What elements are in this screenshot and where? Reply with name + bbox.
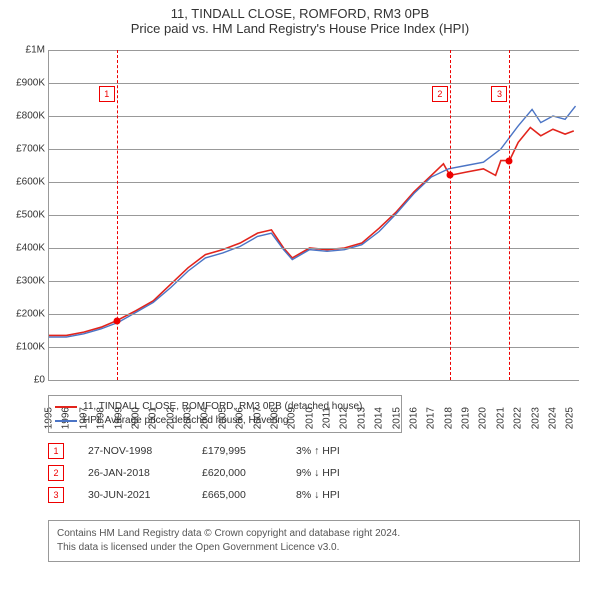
footer-line: Contains HM Land Registry data © Crown c… bbox=[57, 527, 571, 541]
table-row: 3 30-JUN-2021 £665,000 8% ↓ HPI bbox=[48, 484, 386, 506]
tx-price: £620,000 bbox=[202, 467, 272, 479]
attribution-footer: Contains HM Land Registry data © Crown c… bbox=[48, 520, 580, 562]
y-axis-label: £600K bbox=[7, 177, 45, 188]
footer-line: This data is licensed under the Open Gov… bbox=[57, 541, 571, 555]
tx-delta: 8% ↓ HPI bbox=[296, 489, 386, 501]
y-axis-label: £500K bbox=[7, 210, 45, 221]
price-chart: £0£100K£200K£300K£400K£500K£600K£700K£80… bbox=[48, 50, 579, 381]
tx-date: 30-JUN-2021 bbox=[88, 489, 178, 501]
x-axis-label: 2023 bbox=[530, 407, 541, 429]
title-address: 11, TINDALL CLOSE, ROMFORD, RM3 0PB bbox=[0, 6, 600, 21]
legend-box: 11, TINDALL CLOSE, ROMFORD, RM3 0PB (det… bbox=[48, 395, 402, 433]
x-axis-label: 2016 bbox=[408, 407, 419, 429]
x-axis-label: 2018 bbox=[443, 407, 454, 429]
marker-badge: 1 bbox=[48, 443, 64, 459]
table-row: 2 26-JAN-2018 £620,000 9% ↓ HPI bbox=[48, 462, 386, 484]
x-axis-label: 2022 bbox=[513, 407, 524, 429]
chart-marker-badge: 1 bbox=[99, 86, 115, 102]
table-row: 1 27-NOV-1998 £179,995 3% ↑ HPI bbox=[48, 440, 386, 462]
transactions-table: 1 27-NOV-1998 £179,995 3% ↑ HPI 2 26-JAN… bbox=[48, 440, 386, 506]
legend-swatch bbox=[55, 406, 77, 408]
y-axis-label: £300K bbox=[7, 276, 45, 287]
chart-marker-badge: 3 bbox=[491, 86, 507, 102]
tx-delta: 3% ↑ HPI bbox=[296, 445, 386, 457]
x-axis-label: 2025 bbox=[565, 407, 576, 429]
y-axis-label: £800K bbox=[7, 111, 45, 122]
title-subtitle: Price paid vs. HM Land Registry's House … bbox=[0, 21, 600, 36]
y-axis-label: £0 bbox=[7, 375, 45, 386]
chart-marker-badge: 2 bbox=[432, 86, 448, 102]
y-axis-label: £400K bbox=[7, 243, 45, 254]
x-axis-label: 2020 bbox=[478, 407, 489, 429]
tx-price: £179,995 bbox=[202, 445, 272, 457]
x-axis-label: 2024 bbox=[547, 407, 558, 429]
tx-date: 27-NOV-1998 bbox=[88, 445, 178, 457]
tx-date: 26-JAN-2018 bbox=[88, 467, 178, 479]
y-axis-label: £200K bbox=[7, 309, 45, 320]
x-axis-label: 2019 bbox=[461, 407, 472, 429]
legend-item: HPI: Average price, detached house, Have… bbox=[55, 414, 395, 428]
x-axis-label: 2021 bbox=[495, 407, 506, 429]
chart-titles: 11, TINDALL CLOSE, ROMFORD, RM3 0PB Pric… bbox=[0, 0, 600, 38]
y-axis-label: £100K bbox=[7, 342, 45, 353]
y-axis-label: £1M bbox=[7, 45, 45, 56]
tx-delta: 9% ↓ HPI bbox=[296, 467, 386, 479]
legend-swatch bbox=[55, 420, 77, 422]
legend-item: 11, TINDALL CLOSE, ROMFORD, RM3 0PB (det… bbox=[55, 400, 395, 414]
x-axis-label: 2017 bbox=[426, 407, 437, 429]
legend-label: HPI: Average price, detached house, Have… bbox=[83, 414, 289, 428]
y-axis-label: £700K bbox=[7, 144, 45, 155]
marker-badge: 2 bbox=[48, 465, 64, 481]
legend-label: 11, TINDALL CLOSE, ROMFORD, RM3 0PB (det… bbox=[83, 400, 362, 414]
y-axis-label: £900K bbox=[7, 78, 45, 89]
tx-price: £665,000 bbox=[202, 489, 272, 501]
marker-badge: 3 bbox=[48, 487, 64, 503]
